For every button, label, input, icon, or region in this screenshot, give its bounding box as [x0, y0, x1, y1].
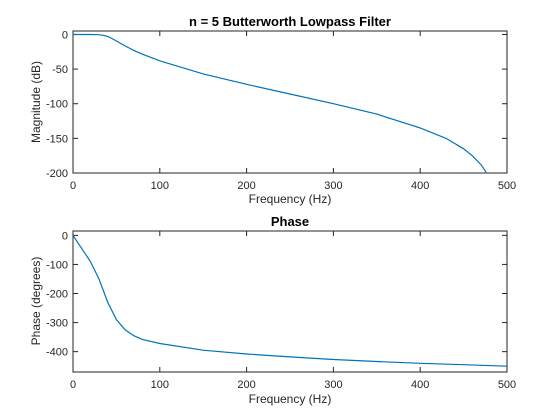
magnitude-xtick-label: 300 — [324, 180, 342, 192]
magnitude-ytick-label: -50 — [52, 64, 68, 76]
magnitude-ytick-label: -150 — [46, 133, 68, 145]
magnitude-title: n = 5 Butterworth Lowpass Filter — [189, 14, 391, 29]
magnitude-xtick-label: 100 — [151, 180, 169, 192]
magnitude-axes-box — [72, 30, 508, 174]
phase-axes-box — [72, 230, 508, 373]
magnitude-ytick-label: -200 — [46, 168, 68, 180]
magnitude-ytick-label: 0 — [62, 29, 68, 41]
phase-xtick-label: 100 — [151, 379, 169, 391]
magnitude-ylabel: Magnitude (dB) — [29, 61, 43, 143]
phase-series-line — [72, 235, 508, 367]
magnitude-ticks: 0 100 200 300 400 500 0 -50 -100 -150 -200 — [46, 29, 516, 192]
magnitude-plot: 0 100 200 300 400 500 0 -50 -100 -150 -200 n = 5 B… — [29, 14, 516, 206]
phase-plot: 0 100 200 300 400 500 0 -100 -200 -300 -400 Phase … — [29, 214, 516, 406]
phase-xlabel: Frequency (Hz) — [249, 392, 332, 406]
magnitude-xtick-label: 400 — [411, 180, 429, 192]
phase-title: Phase — [271, 214, 309, 229]
magnitude-xtick-label: 0 — [70, 180, 76, 192]
phase-ytick-label: -200 — [46, 289, 68, 301]
phase-xtick-label: 300 — [324, 379, 342, 391]
phase-ticks: 0 100 200 300 400 500 0 -100 -200 -300 -400 — [46, 230, 516, 391]
magnitude-series-line — [73, 33, 487, 174]
phase-xtick-label: 0 — [70, 379, 76, 391]
phase-xtick-label: 200 — [237, 379, 255, 391]
magnitude-xtick-label: 500 — [498, 180, 516, 192]
phase-ylabel: Phase (degrees) — [29, 257, 43, 346]
phase-ytick-label: -400 — [46, 347, 68, 359]
magnitude-xlabel: Frequency (Hz) — [249, 192, 332, 206]
phase-ytick-label: -100 — [46, 259, 68, 271]
magnitude-ytick-label: -100 — [46, 99, 68, 111]
phase-ytick-label: -300 — [46, 318, 68, 330]
phase-ytick-label: 0 — [62, 230, 68, 242]
phase-xtick-label: 500 — [498, 379, 516, 391]
magnitude-xtick-label: 200 — [237, 180, 255, 192]
phase-xtick-label: 400 — [411, 379, 429, 391]
